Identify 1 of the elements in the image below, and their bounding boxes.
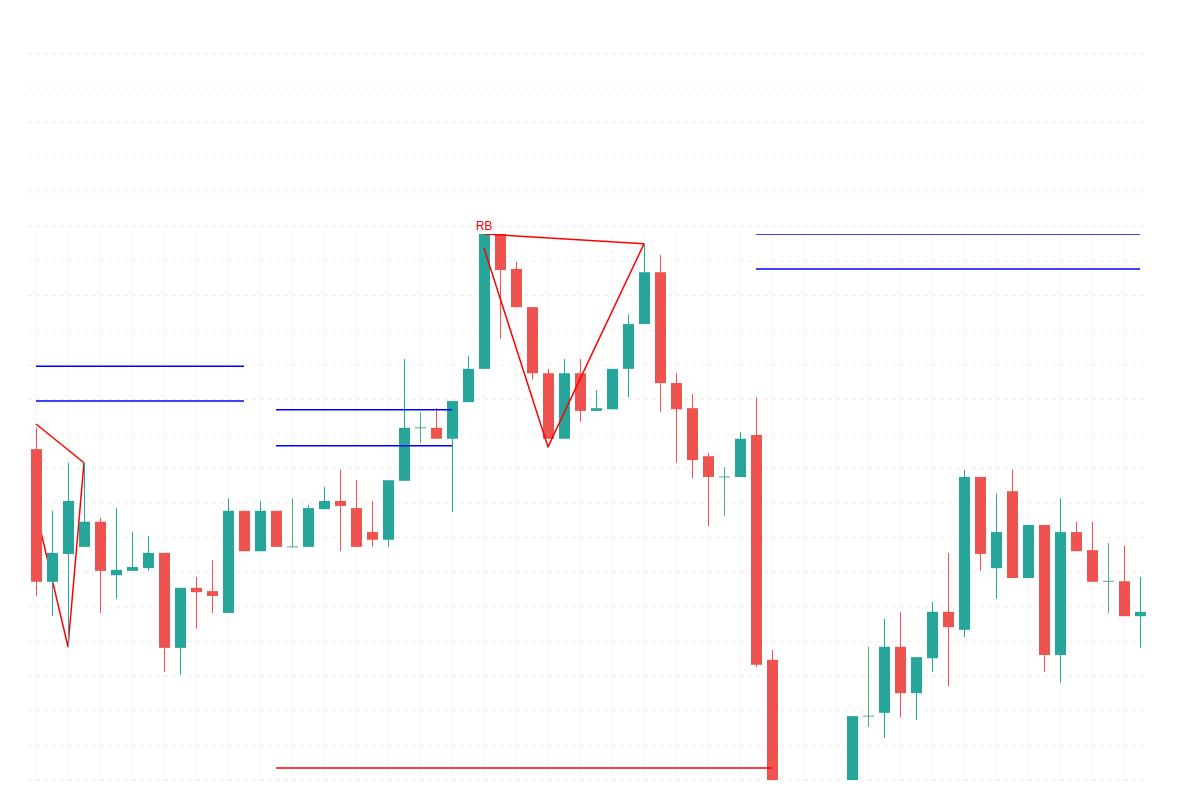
text: RB (475, 219, 493, 233)
